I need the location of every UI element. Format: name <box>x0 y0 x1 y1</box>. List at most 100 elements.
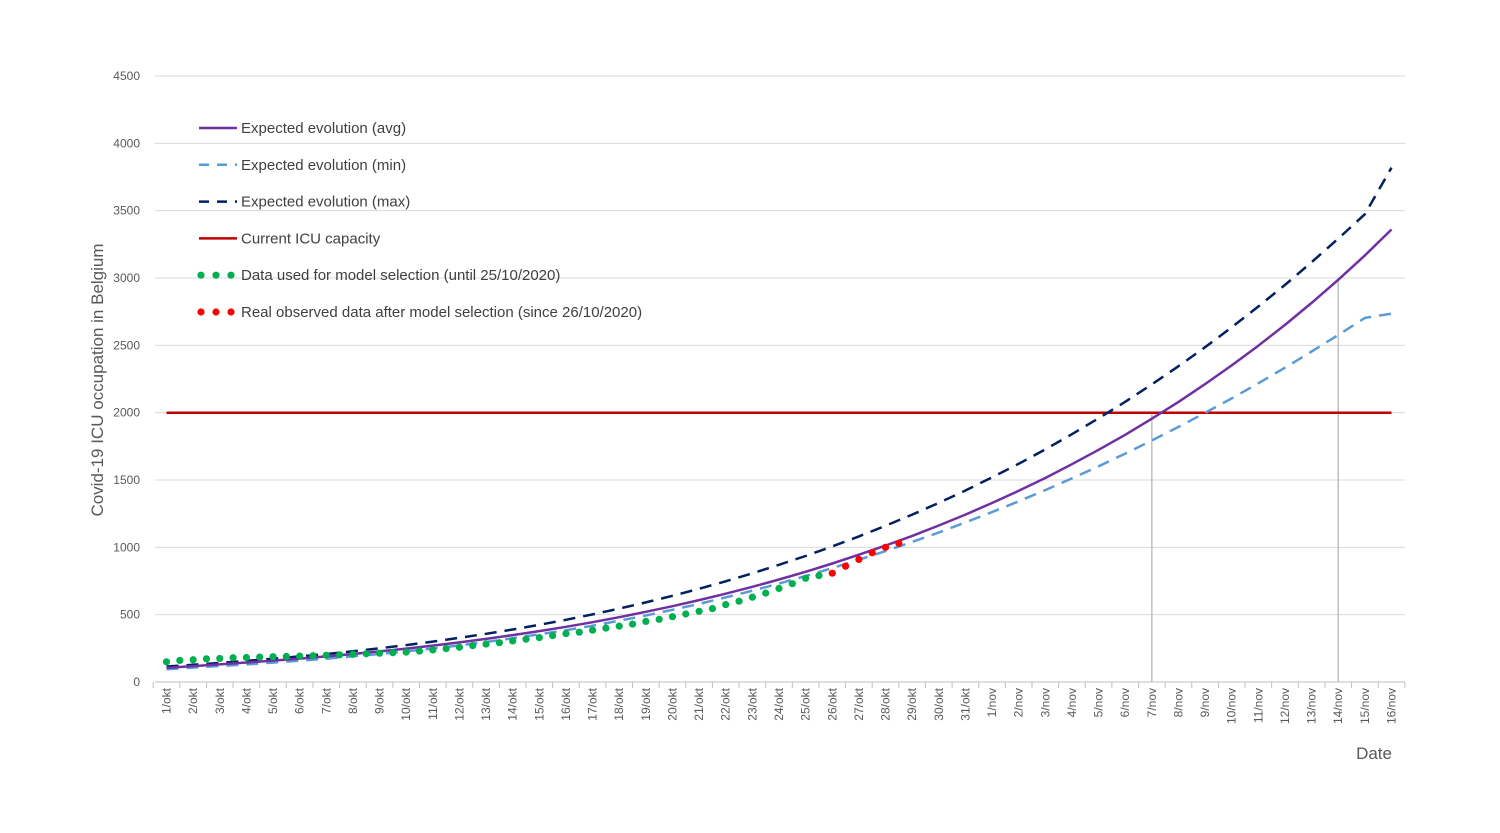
x-tick-label: 18/okt <box>612 687 626 720</box>
data-point <box>296 652 304 660</box>
data-point <box>695 607 703 615</box>
x-tick-label: 6/nov <box>1118 688 1132 717</box>
data-point <box>575 628 583 636</box>
y-tick-label: 2500 <box>113 338 140 352</box>
x-tick-label: 7/nov <box>1145 688 1159 717</box>
y-axis-title: Covid-19 ICU occupation in Belgium <box>88 243 107 516</box>
data-point <box>349 650 357 658</box>
x-tick-label: 2/okt <box>186 687 200 714</box>
x-tick-label: 14/nov <box>1331 688 1345 724</box>
x-tick-label: 10/okt <box>399 687 413 720</box>
x-tick-label: 26/okt <box>825 687 839 720</box>
x-tick-label: 17/okt <box>586 687 600 720</box>
legend-dot <box>197 271 205 279</box>
y-tick-label: 2000 <box>113 406 140 420</box>
vertical-markers <box>1151 278 1339 682</box>
legend-dot <box>212 308 220 316</box>
data-point <box>455 643 464 651</box>
x-tick-label: 13/okt <box>479 687 493 720</box>
data-point <box>748 593 756 601</box>
x-tick-label: 15/nov <box>1358 688 1372 724</box>
legend-label: Expected evolution (max) <box>241 194 410 211</box>
x-tick-label: 8/nov <box>1171 688 1185 717</box>
x-tick-label: 21/okt <box>692 687 706 720</box>
data-point <box>535 633 543 642</box>
x-tick-label: 3/nov <box>1038 688 1052 717</box>
y-tick-label: 4000 <box>113 136 140 150</box>
data-point <box>841 562 850 570</box>
y-axis-ticks: 0 500 1000 1500 2000 2500 3000 3500 4000 4500 <box>113 69 140 689</box>
x-tick-label: 11/nov <box>1251 688 1265 723</box>
legend-label: Data used for model selection (until 25/… <box>241 267 560 284</box>
x-tick-label: 8/okt <box>346 687 360 714</box>
data-point <box>429 646 437 654</box>
data-point <box>282 652 290 661</box>
legend: Expected evolution (avg) Expected evoluti… <box>197 120 642 321</box>
series-line <box>166 228 1393 670</box>
x-tick-label: 3/okt <box>213 687 227 714</box>
x-tick-label: 14/okt <box>506 687 520 720</box>
x-tick-label: 31/okt <box>958 687 972 720</box>
data-point <box>442 645 450 653</box>
data-point <box>682 610 690 618</box>
x-tick-label: 30/okt <box>932 687 946 720</box>
data-point <box>549 631 557 640</box>
data-point <box>722 600 730 609</box>
legend-item: Real observed data after model selection… <box>197 304 642 321</box>
legend-item: Expected evolution (min) <box>199 157 406 174</box>
data-point <box>202 655 211 663</box>
x-tick-label: 11/okt <box>426 687 440 719</box>
series-layer <box>162 166 1393 671</box>
data-point <box>628 620 637 628</box>
data-point <box>482 640 490 648</box>
x-tick-label: 5/nov <box>1092 688 1106 717</box>
x-tick-label: 6/okt <box>293 687 307 714</box>
legend-dot <box>197 308 205 316</box>
x-axis-ticks: 1/okt 2/okt 3/okt 4/okt 5/okt 6/okt 7/okt 8/okt… <box>152 682 1406 724</box>
x-tick-label: 4/okt <box>239 687 253 714</box>
data-point <box>775 584 783 593</box>
x-tick-label: 22/okt <box>719 687 733 720</box>
data-point <box>402 648 410 656</box>
y-tick-label: 1000 <box>113 540 140 554</box>
data-point <box>242 653 250 662</box>
data-point <box>868 549 876 557</box>
x-tick-label: 16/okt <box>559 687 573 720</box>
data-point <box>389 649 397 657</box>
x-tick-label: 23/okt <box>745 687 759 720</box>
data-point <box>269 653 277 661</box>
data-point <box>469 642 477 650</box>
series-line <box>166 166 1393 668</box>
x-tick-label: 5/okt <box>266 687 280 714</box>
data-point <box>762 589 770 597</box>
x-tick-label: 10/nov <box>1225 688 1239 724</box>
data-point <box>562 629 570 638</box>
data-point <box>828 569 836 577</box>
legend-dot <box>227 308 235 316</box>
x-tick-label: 28/okt <box>879 687 893 720</box>
data-point <box>788 580 796 588</box>
data-point <box>642 617 650 626</box>
legend-item: Data used for model selection (until 25/… <box>197 267 560 284</box>
data-point <box>655 615 663 623</box>
x-tick-label: 20/okt <box>665 687 679 720</box>
x-tick-label: 27/okt <box>852 687 866 720</box>
x-tick-label: 29/okt <box>905 687 919 720</box>
x-axis-title: Date <box>1356 744 1392 763</box>
data-point <box>509 637 517 645</box>
legend-dot <box>227 271 235 279</box>
x-tick-label: 4/nov <box>1065 688 1079 717</box>
x-tick-label: 1/nov <box>985 688 999 717</box>
data-point <box>855 555 863 564</box>
legend-dot <box>212 271 220 279</box>
data-point <box>216 654 224 663</box>
x-tick-label: 16/nov <box>1385 688 1399 724</box>
y-tick-label: 3500 <box>113 204 140 218</box>
data-point <box>735 597 743 605</box>
y-tick-label: 1500 <box>113 473 140 487</box>
data-point <box>335 651 344 659</box>
data-point <box>322 651 330 659</box>
y-tick-label: 3000 <box>113 271 140 285</box>
x-tick-label: 1/okt <box>160 687 174 714</box>
legend-item: Expected evolution (avg) <box>199 120 406 137</box>
